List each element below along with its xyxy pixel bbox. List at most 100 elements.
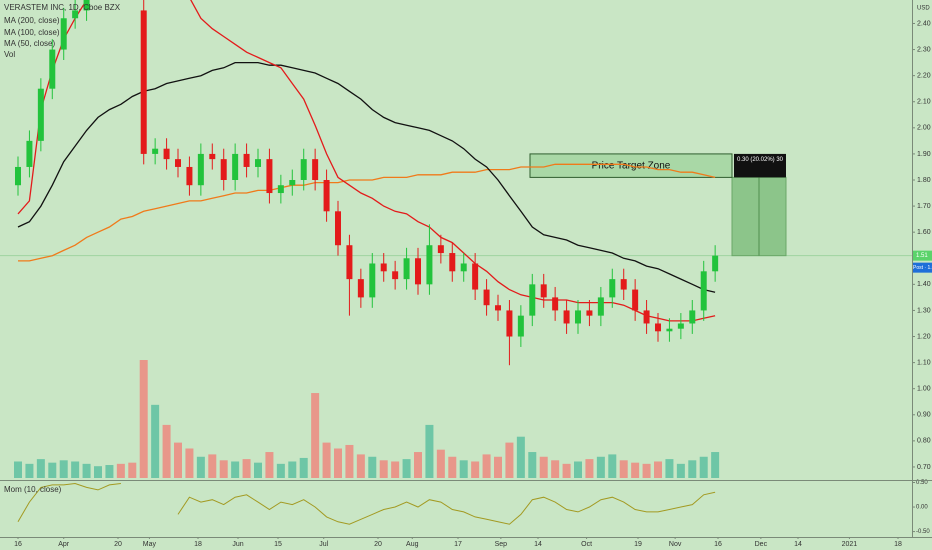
candle-body [312,159,319,180]
candle-body [483,289,490,306]
volume-bar [505,442,514,478]
candle-body [15,166,21,186]
candle-body [643,310,650,324]
volume-bar [471,461,480,478]
x-tick-label: 16 [14,541,22,548]
candle-body [437,245,444,254]
candle-body [175,159,181,167]
volume-bar [299,457,308,478]
volume-bar [254,462,262,478]
y-tick-label: 1.30 [917,307,931,314]
volume-bar [105,465,114,478]
volume-bar [322,442,331,478]
candle-body [700,271,707,311]
candle-body [60,18,67,50]
candle-body [266,159,273,194]
candle-body [620,279,627,290]
volume-bar [48,462,57,478]
candle-body [26,140,33,167]
candle-body [255,159,261,167]
volume-bar [36,459,45,478]
volume-bar [82,463,91,478]
volume-bar [596,456,605,478]
y-tick-label: 2.00 [917,125,931,132]
candle-body [460,263,467,272]
candle-body [209,153,216,160]
y-tick-label: 0.80 [917,438,931,445]
volume-bar [448,456,457,478]
axes: 16 Apr 20 May 18 Jun 15 Jul 20 Aug 17 Sep 14 Oct 19 Nov… [14,20,932,548]
volume-bar [516,436,525,478]
candle-body [689,310,696,324]
volume-bar [265,452,274,478]
candle-body [49,49,56,89]
candle-body [632,289,639,311]
volume-bar [562,463,571,478]
x-tick-label: 16 [714,541,722,548]
candle-body [369,263,376,298]
volume-bar [276,463,285,478]
measure-label: 0.30 (20.02%) 30 [737,157,784,163]
volume-bar [379,460,388,478]
volume-bar [196,456,205,478]
volume-bar [391,461,400,478]
y-tick-label: 0.50 [916,480,928,486]
volume-bar [242,459,251,478]
volume-bar [219,460,228,478]
volume-bar [94,466,102,478]
volume-bar [162,424,171,478]
x-tick-label: Jun [232,541,243,548]
volume-bar [688,460,697,478]
candle-body [597,297,604,316]
candle-body [323,180,330,212]
candle-body [506,310,513,337]
candle-body [346,245,353,280]
candle-body [426,245,433,285]
volume-bar [311,393,320,478]
y-tick-label: 0.90 [917,412,931,419]
measure-label-box [734,153,786,178]
candle-body [380,263,387,272]
candle-body [197,153,204,186]
legend-entry: Vol [4,50,15,59]
post-price-label: Post · 1.51 [913,265,932,271]
volume-bar [345,444,354,478]
y-tick-label: 1.90 [917,151,931,158]
volume-bar [151,404,160,478]
candle-body [72,10,79,19]
y-tick-label: 1.40 [917,281,931,288]
candle-body [37,88,44,141]
x-tick-label: Apr [58,541,70,548]
y-tick-label: 1.20 [917,333,931,340]
x-tick-label: 18 [894,541,902,548]
candle-body [403,258,410,280]
y-tick-label: 2.40 [917,20,931,27]
candle-body [415,258,421,285]
volume-bar [711,452,720,478]
volume-bar [231,461,240,478]
x-tick-label: 14 [534,541,542,548]
x-tick-label: 17 [454,541,462,548]
y-tick-label: 2.30 [917,46,931,53]
candle-body [563,310,570,324]
chart-title: VERASTEM INC, 1D, Cboe BZX [4,3,121,12]
y-tick-label: 1.10 [917,359,931,366]
candle-body [83,0,90,11]
x-tick-label: 19 [634,541,642,548]
y-tick-label: 1.60 [917,229,931,236]
candle-body [186,166,193,186]
volume-bar [174,442,182,478]
y-tick-label: 0.00 [916,505,928,511]
volume-bar [642,463,651,478]
volume-bar [128,462,137,478]
volume-bar [116,463,125,478]
candle-body [575,310,581,324]
volume-bar [551,460,560,478]
candle-body [517,315,524,337]
volume-bar [59,460,68,478]
post-price-tag [912,262,932,273]
volume-bar [288,461,297,478]
last-price-tag [912,250,932,261]
